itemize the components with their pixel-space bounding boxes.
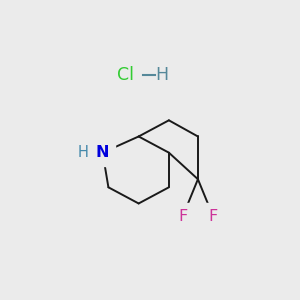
Text: H: H xyxy=(155,66,169,84)
Text: F: F xyxy=(178,209,188,224)
Text: F: F xyxy=(208,209,218,224)
Text: Cl: Cl xyxy=(117,66,134,84)
Text: H: H xyxy=(77,145,88,160)
Text: N: N xyxy=(96,145,110,160)
